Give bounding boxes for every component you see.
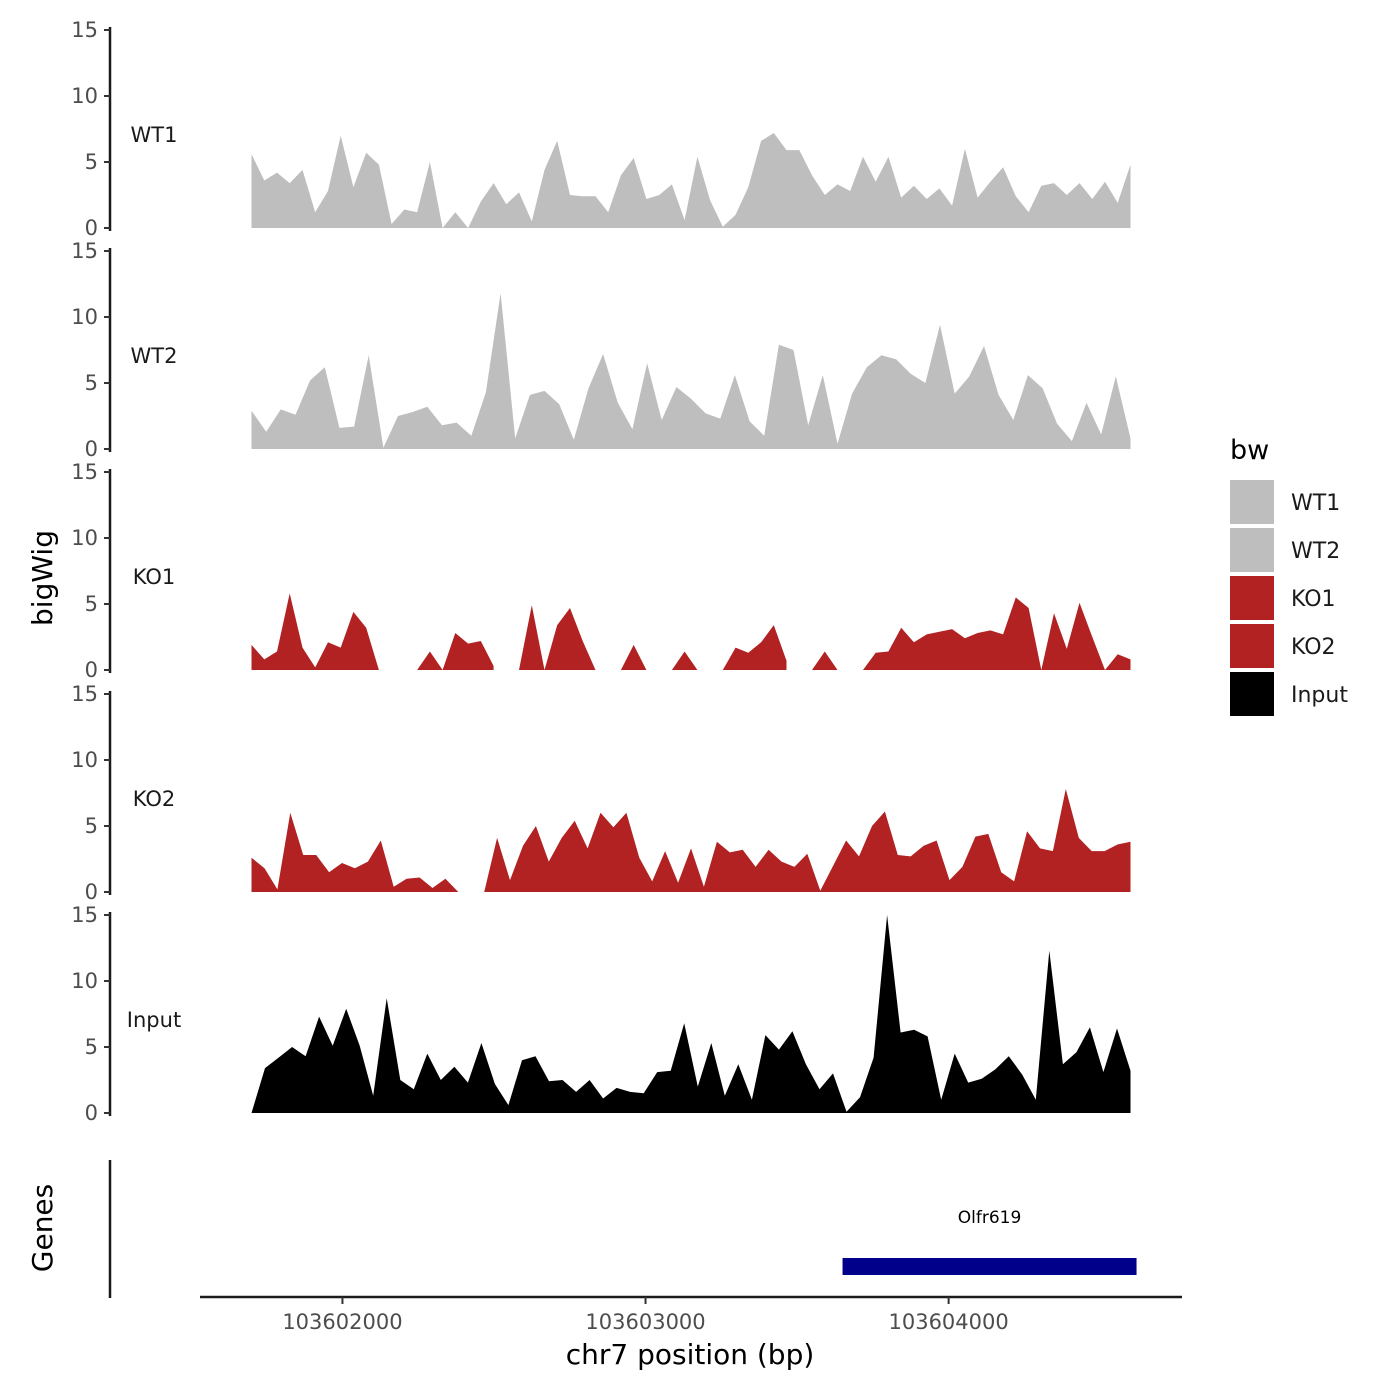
y-tick-label: 10 xyxy=(71,305,98,329)
y-tick-label: 15 xyxy=(71,460,98,484)
legend-label: KO1 xyxy=(1291,587,1336,612)
y-axis-title: bigWig xyxy=(26,530,59,626)
y-tick-label: 10 xyxy=(71,748,98,772)
x-axis: 103602000 103603000 103604000 xyxy=(200,1295,1182,1334)
y-tick-label: 0 xyxy=(85,1101,98,1125)
y-tick-label: 15 xyxy=(71,682,98,706)
gene-track: Olfr619 xyxy=(108,1160,1137,1298)
legend-label: WT1 xyxy=(1291,491,1340,516)
y-tick-label: 15 xyxy=(71,239,98,263)
y-tick-label: 10 xyxy=(71,969,98,993)
y-tick-label: 0 xyxy=(85,658,98,682)
x-tick-label: 103603000 xyxy=(585,1310,705,1334)
y-tick-label: 5 xyxy=(85,1035,98,1059)
track-wt2: 0 5 10 15 WT2 xyxy=(71,239,1131,461)
y-tick-label: 15 xyxy=(71,18,98,42)
coverage-area xyxy=(251,133,1131,228)
legend-label: WT2 xyxy=(1291,539,1340,564)
y-tick-label: 5 xyxy=(85,592,98,616)
y-tick-label: 10 xyxy=(71,84,98,108)
gene-olfr619: Olfr619 xyxy=(842,1208,1137,1275)
gene-track-title: Genes xyxy=(26,1184,59,1272)
coverage-area xyxy=(620,644,647,670)
legend-swatch xyxy=(1230,480,1274,524)
legend-swatch xyxy=(1230,672,1274,716)
legend-title: bw xyxy=(1230,435,1269,466)
legend-item-ko2: KO2 xyxy=(1230,624,1336,668)
y-tick-label: 5 xyxy=(85,371,98,395)
legend-label: KO2 xyxy=(1291,635,1336,660)
coverage-area xyxy=(417,633,494,670)
x-tick-label: 103602000 xyxy=(282,1310,402,1334)
legend-swatch xyxy=(1230,624,1274,668)
track-label: WT2 xyxy=(131,344,178,368)
legend-item-input: Input xyxy=(1230,672,1348,716)
y-tick-label: 0 xyxy=(85,880,98,904)
bigwig-tracks: 0 5 10 15 WT1 0 5 10 15 WT2 0 5 10 15 KO1 0 5 10 15 KO2 0 5 10… xyxy=(71,18,1131,1125)
y-tick-label: 0 xyxy=(85,216,98,240)
legend-swatch xyxy=(1230,576,1274,620)
coverage-area xyxy=(722,625,787,670)
coverage-area xyxy=(251,293,1131,449)
y-tick-label: 15 xyxy=(71,903,98,927)
coverage-area xyxy=(251,915,1131,1113)
coverage-area xyxy=(863,597,1131,670)
track-label: Input xyxy=(127,1008,181,1032)
track-label: WT1 xyxy=(131,123,178,147)
y-tick-label: 10 xyxy=(71,526,98,550)
legend-item-wt2: WT2 xyxy=(1230,528,1340,572)
x-axis-title: chr7 position (bp) xyxy=(566,1338,815,1371)
track-ko1: 0 5 10 15 KO1 xyxy=(71,460,1131,682)
track-label: KO1 xyxy=(133,565,176,589)
coverage-area xyxy=(671,651,698,670)
track-wt1: 0 5 10 15 WT1 xyxy=(71,18,1131,240)
track-ko2: 0 5 10 15 KO2 xyxy=(71,682,1131,904)
coverage-area xyxy=(251,812,459,892)
legend-item-ko1: KO1 xyxy=(1230,576,1336,620)
coverage-area xyxy=(251,593,379,670)
coverage-area xyxy=(484,789,1131,892)
gene-label: Olfr619 xyxy=(958,1208,1022,1228)
y-tick-label: 5 xyxy=(85,150,98,174)
x-tick-label: 103604000 xyxy=(888,1310,1008,1334)
legend: bw WT1 WT2 KO1 KO2 Input xyxy=(1230,435,1348,716)
legend-label: Input xyxy=(1291,683,1348,708)
y-tick-label: 0 xyxy=(85,437,98,461)
track-label: KO2 xyxy=(133,787,176,811)
coverage-area xyxy=(519,605,596,670)
y-tick-label: 5 xyxy=(85,814,98,838)
legend-swatch xyxy=(1230,528,1274,572)
coverage-area xyxy=(812,651,838,670)
track-input: 0 5 10 15 Input xyxy=(71,903,1131,1125)
legend-item-wt1: WT1 xyxy=(1230,480,1340,524)
gene-body xyxy=(842,1258,1137,1275)
